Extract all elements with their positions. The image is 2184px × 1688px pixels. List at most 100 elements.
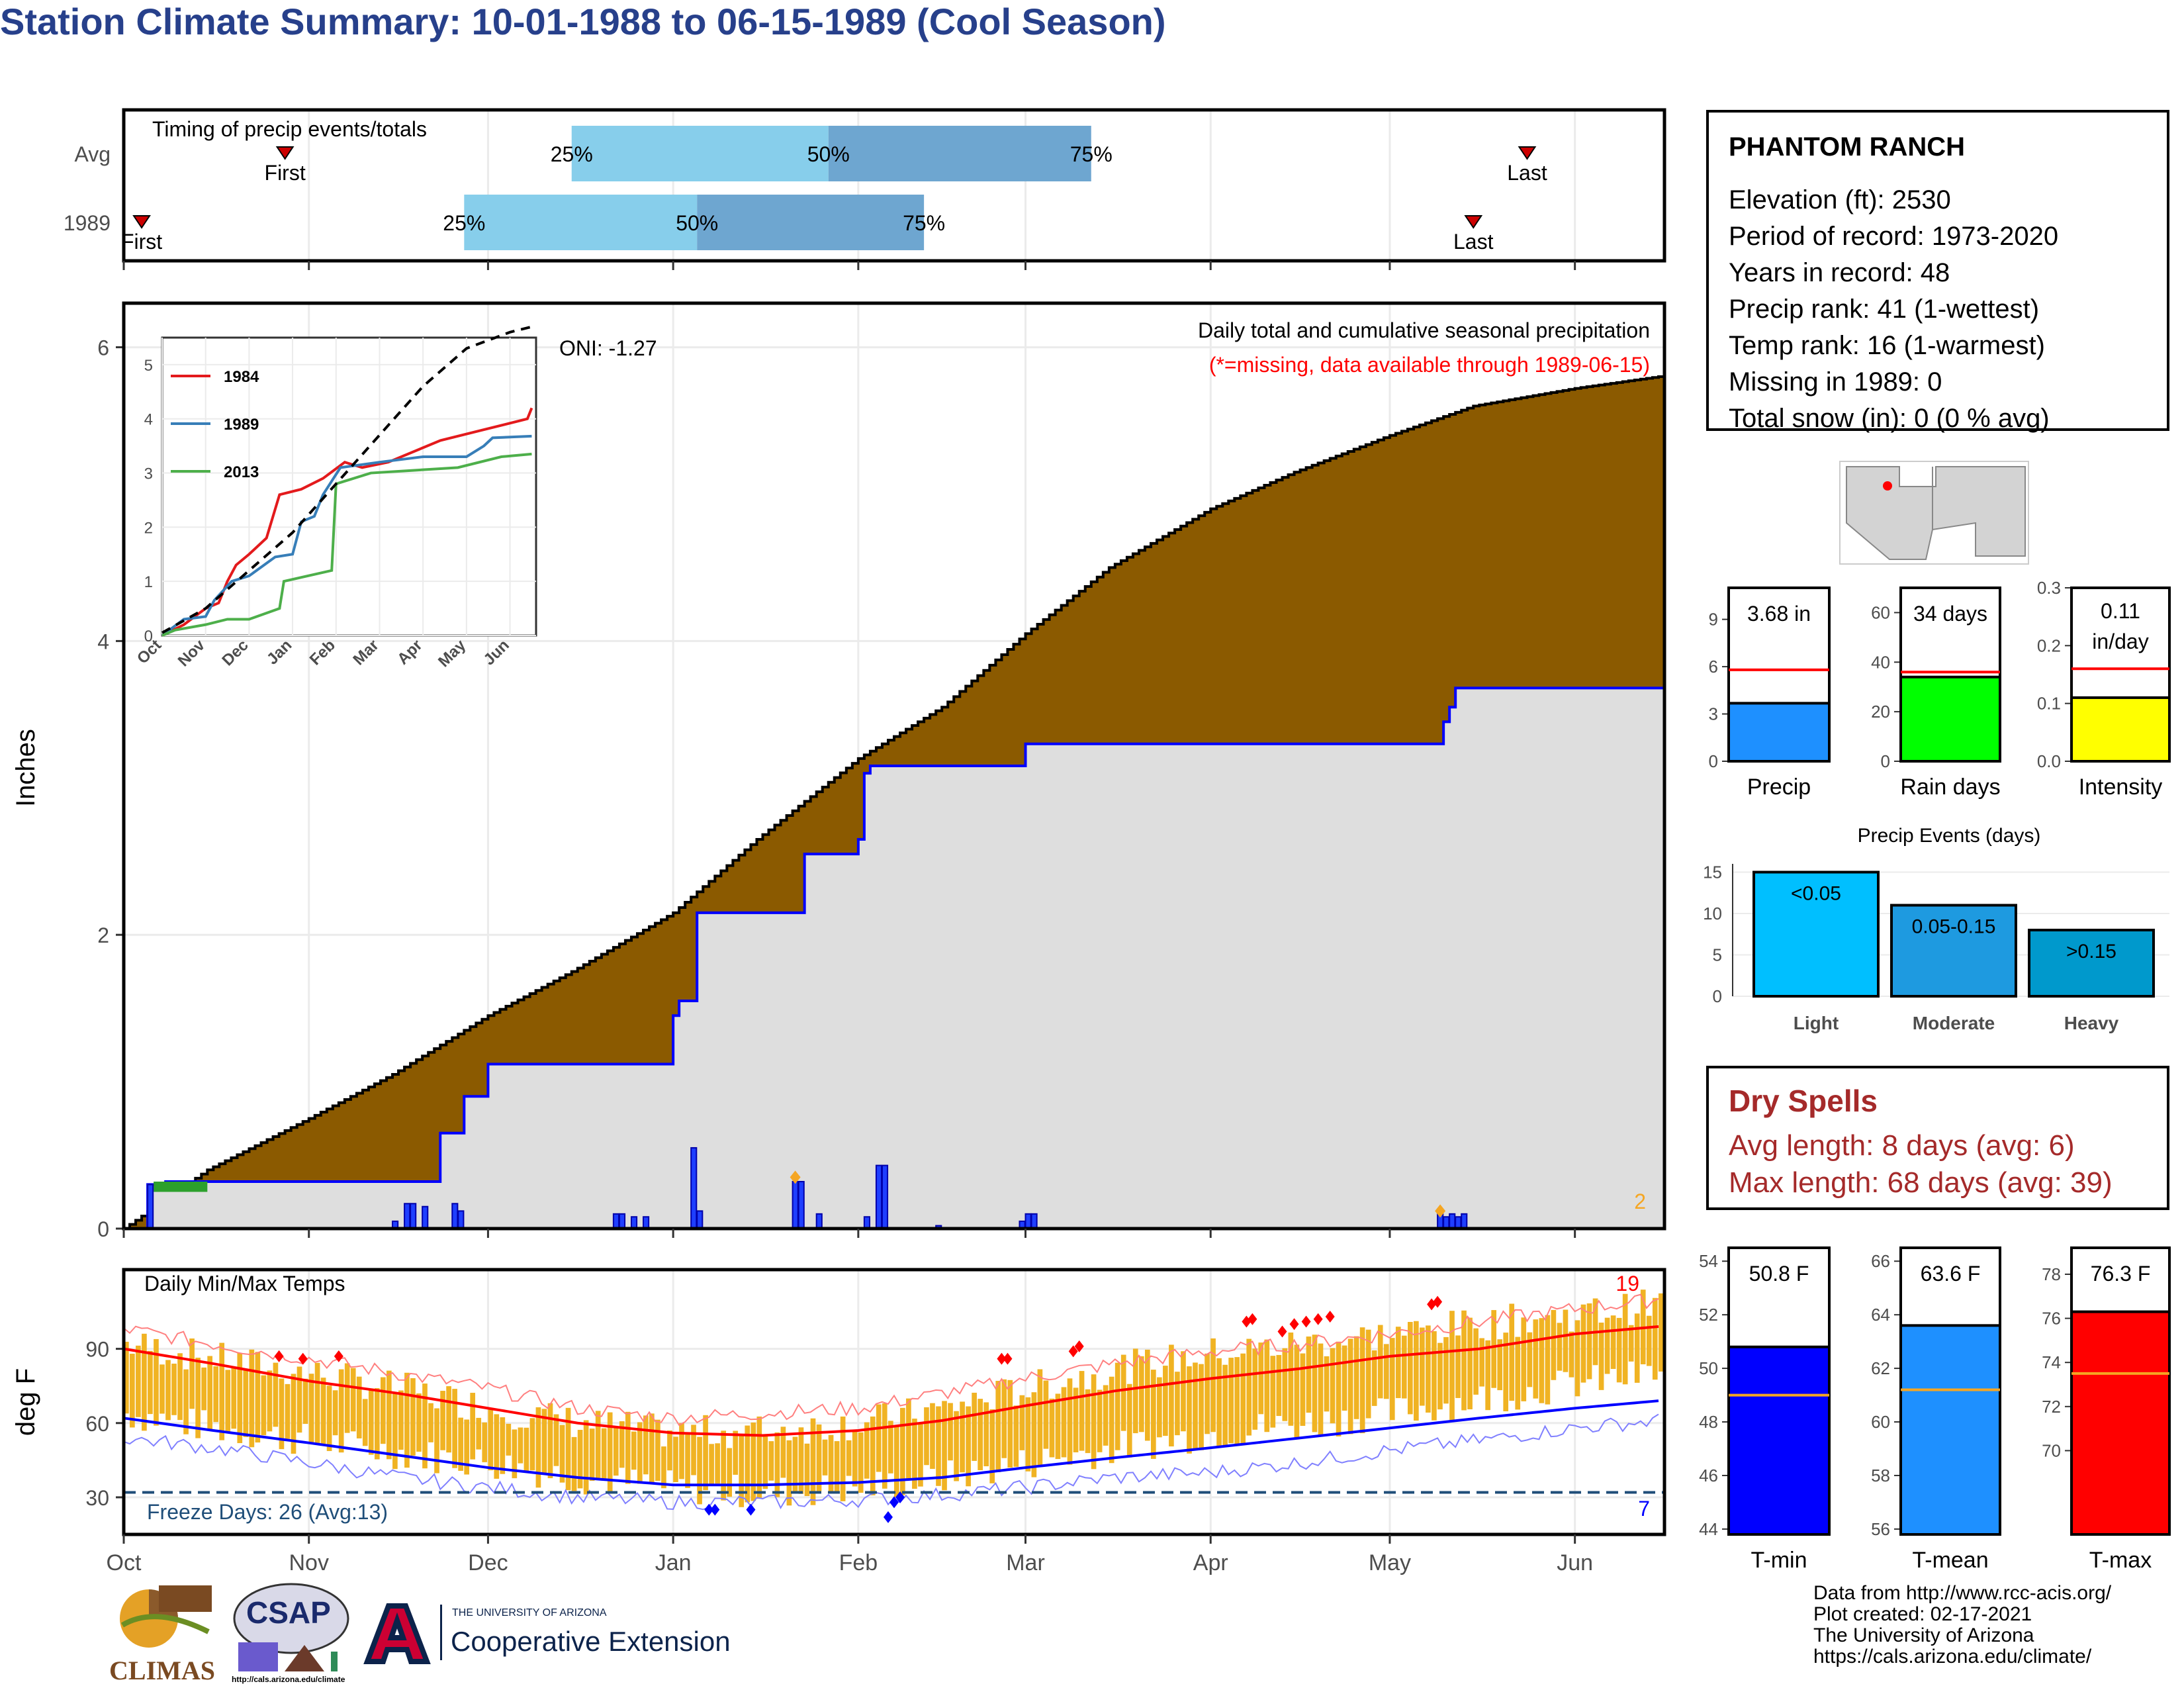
temps-daily-range-bar [667, 1430, 672, 1471]
inset-ytick-label: 5 [144, 357, 153, 375]
precip-summary-ytick-label: 9 [1709, 610, 1718, 630]
timing-row-label: Avg [74, 142, 111, 166]
dry-spells-title: Dry Spells [1729, 1084, 1878, 1118]
events-value-label: >0.15 [2066, 941, 2116, 962]
events-bar [1752, 870, 1880, 998]
temps-daily-range-bar [1521, 1317, 1527, 1401]
temps-daily-range-bar [422, 1383, 428, 1469]
temps-daily-range-bar [643, 1415, 649, 1475]
footer-url: https://cals.arizona.edu/climate/ [1813, 1646, 2092, 1667]
temps-daily-range-bar [1216, 1358, 1222, 1447]
temps-daily-range-bar [1187, 1366, 1192, 1454]
temps-daily-range-bar [314, 1362, 320, 1444]
temps-daily-range-bar [512, 1429, 518, 1479]
temps-daily-range-bar [1151, 1370, 1156, 1459]
temps-record-high-marker [1068, 1345, 1078, 1358]
temps-daily-range-bar [381, 1377, 386, 1444]
temps-record-low-marker [883, 1511, 893, 1523]
temps-daily-range-bar [434, 1408, 439, 1474]
temps-daily-range-bar [840, 1416, 846, 1501]
temps-daily-range-bar [1401, 1335, 1407, 1399]
temps-daily-range-bar [267, 1370, 273, 1432]
temps-daily-range-bar [296, 1366, 302, 1433]
temps-daily-range-bar [494, 1414, 500, 1479]
temp-summary-category-label: T-mean [1912, 1548, 1988, 1573]
temps-daily-range-bar [1240, 1353, 1246, 1444]
temps-daily-range-bar [565, 1407, 571, 1491]
temps-daily-range-bar [154, 1338, 159, 1426]
temps-daily-range-bar [1473, 1328, 1479, 1395]
precip-chart: 0 2 4 6 2 Daily total and cumulative seasonal… [11, 301, 1666, 1241]
temps-daily-range-bar [876, 1404, 882, 1472]
temps-daily-range-bar [225, 1370, 231, 1432]
precip-summary-ytick-label: 40 [1871, 652, 1890, 672]
temps-daily-range-bar [1132, 1348, 1138, 1434]
temps-daily-range-bar [392, 1392, 398, 1470]
precip-title: Daily total and cumulative seasonal prec… [1198, 318, 1650, 342]
temps-daily-range-bar [930, 1403, 935, 1469]
temps-daily-range-bar [183, 1369, 189, 1434]
temps-daily-range-bar [1055, 1393, 1061, 1460]
temps-daily-range-bar [1414, 1321, 1419, 1421]
temps-daily-range-bar [1300, 1353, 1306, 1426]
temps-record-high-line [123, 1293, 1659, 1427]
timing-bar-q3 [697, 195, 925, 250]
precip-daily-bar [863, 1216, 871, 1229]
temps-daily-range-bar [870, 1416, 876, 1495]
timing-bar-q3 [828, 126, 1091, 181]
temp-summary-ytick-label: 64 [1871, 1305, 1890, 1325]
temps-daily-range-bar [1157, 1377, 1162, 1438]
temps-daily-range-bar [1103, 1385, 1109, 1446]
temps-daily-range-bar [1282, 1348, 1288, 1421]
temps-daily-range-bar [1061, 1387, 1067, 1458]
temps-record-low-marker [704, 1503, 714, 1516]
temps-daily-range-bar [691, 1425, 696, 1476]
temps-daily-range-bar [541, 1409, 547, 1474]
temps-daily-range-bar [685, 1434, 690, 1488]
ua-logo: THE UNIVERSITY OF ARIZONA Cooperative Ex… [361, 1602, 745, 1668]
temps-daily-range-bar [703, 1415, 708, 1491]
timing-title: Timing of precip events/totals [152, 117, 427, 141]
temps-daily-range-bar [1353, 1336, 1359, 1419]
temps-daily-range-bar [1359, 1327, 1365, 1434]
events-ytick-label: 5 [1713, 945, 1722, 965]
temps-daily-range-bar [1306, 1336, 1312, 1413]
precip-summary-value-label: in/day [2092, 630, 2148, 653]
temps-daily-range-bar [1228, 1358, 1234, 1444]
precip-daily-bar [1455, 1216, 1462, 1229]
temps-daily-range-bar [559, 1425, 565, 1483]
temps-daily-range-bar [882, 1403, 887, 1489]
temps-daily-range-bar [476, 1417, 482, 1450]
temps-daily-range-bar [1144, 1349, 1150, 1441]
temps-daily-range-bar [733, 1430, 739, 1475]
precip-daily-bar [815, 1213, 823, 1230]
precip-daily-bar [696, 1210, 704, 1230]
temps-daily-range-bar [1598, 1323, 1604, 1390]
temps-daily-range-bar [1545, 1315, 1551, 1405]
temps-daily-range-bar [470, 1393, 476, 1460]
temps-daily-range-bar [745, 1425, 751, 1503]
temps-daily-range-bar [1085, 1389, 1091, 1454]
dry-spells-box: Dry Spells Avg length: 8 days (avg: 6) M… [1706, 1066, 2169, 1210]
precip-obs-cumulative-area [124, 688, 1664, 1229]
temps-xtick-label: Jan [655, 1550, 692, 1575]
temps-xtick-label: Dec [468, 1550, 508, 1575]
temps-daily-range-bar [1628, 1325, 1634, 1362]
temps-daily-range-bar [344, 1363, 350, 1433]
timing-marker [1464, 215, 1483, 229]
timing-marker [132, 215, 151, 229]
dry-spells-max: Max length: 68 days (avg: 39) [1729, 1166, 2113, 1199]
temps-daily-range-bar [136, 1345, 141, 1417]
temps-daily-range-bar [189, 1338, 195, 1409]
precip-summary-category-label: Intensity [2079, 774, 2163, 800]
timing-pct-label: 50% [676, 211, 718, 235]
temps-daily-range-bar [195, 1358, 201, 1438]
temps-ytick-label: 30 [85, 1486, 109, 1510]
precip-daily-bar [1030, 1213, 1038, 1230]
temps-daily-range-bar [1007, 1380, 1013, 1468]
temps-daily-range-bar [1258, 1342, 1264, 1415]
temps-xtick-label: Feb [839, 1550, 878, 1575]
temps-xtick-label: Jun [1557, 1550, 1593, 1575]
temps-daily-range-bar [1001, 1379, 1007, 1458]
temps-daily-range-bar [1420, 1327, 1425, 1406]
